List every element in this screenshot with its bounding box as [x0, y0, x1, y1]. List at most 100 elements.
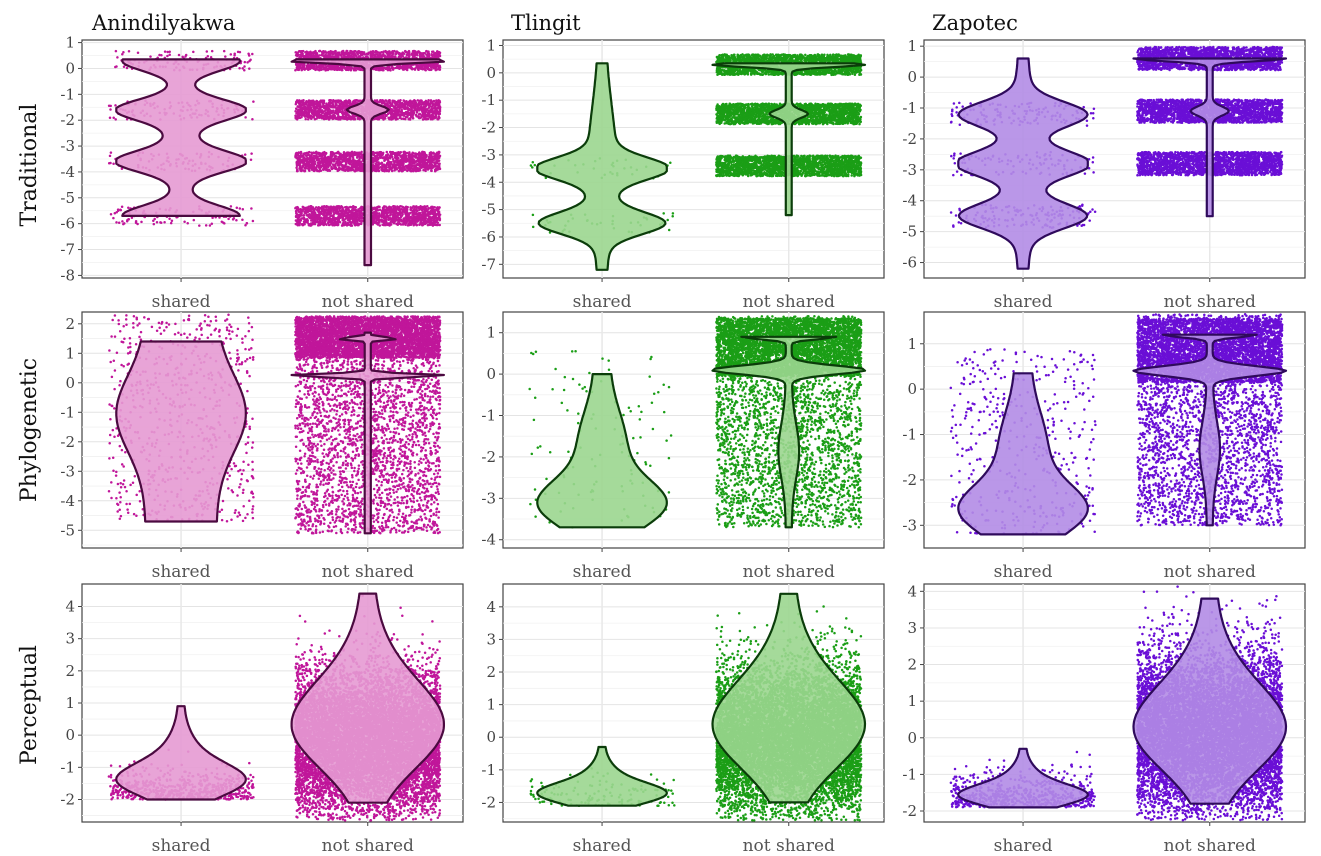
y-tick-label: -4: [60, 163, 75, 181]
data-point: [115, 221, 118, 224]
data-point: [317, 207, 320, 210]
data-point: [166, 55, 169, 58]
data-point: [223, 50, 226, 53]
row-title-traditional: Traditional: [17, 104, 42, 227]
data-point: [252, 220, 255, 223]
data-point: [122, 223, 125, 226]
data-point: [251, 53, 254, 56]
data-point: [412, 170, 415, 173]
data-point: [341, 206, 344, 209]
data-point: [227, 218, 230, 221]
data-point: [392, 221, 395, 224]
y-tick-label: -2: [60, 111, 75, 129]
data-point: [388, 102, 391, 105]
data-point: [160, 222, 163, 225]
data-point: [309, 156, 312, 159]
data-point: [416, 111, 419, 114]
data-point: [356, 156, 359, 159]
data-point: [433, 106, 436, 109]
data-point: [152, 220, 155, 223]
data-point: [149, 55, 152, 58]
data-point: [209, 224, 212, 227]
data-point: [153, 223, 156, 226]
data-point: [112, 163, 115, 166]
data-point: [168, 218, 171, 221]
data-point: [302, 156, 305, 159]
data-point: [192, 51, 195, 54]
data-point: [109, 116, 112, 119]
data-point: [376, 206, 379, 209]
data-point: [300, 210, 303, 213]
data-point: [435, 112, 438, 115]
data-point: [110, 213, 113, 216]
data-point: [309, 50, 312, 53]
data-point: [378, 206, 381, 209]
data-point: [121, 205, 124, 208]
data-point: [387, 159, 390, 162]
data-point: [308, 158, 311, 161]
data-point: [230, 205, 233, 208]
data-point: [112, 117, 115, 120]
data-point: [114, 66, 117, 69]
data-point: [211, 222, 214, 225]
data-point: [230, 53, 233, 56]
data-point: [386, 151, 389, 154]
data-point: [115, 50, 118, 53]
data-point: [184, 55, 187, 58]
data-point: [300, 56, 303, 59]
data-point: [198, 224, 201, 227]
data-point: [333, 167, 336, 170]
data-point: [437, 55, 440, 58]
data-point: [223, 222, 226, 225]
data-point: [413, 162, 416, 165]
data-point: [248, 67, 251, 70]
column-title-zapotec: Zapotec: [932, 11, 1018, 35]
data-point: [163, 221, 166, 224]
row-title-phylogenetic: Phylogenetic: [17, 358, 42, 502]
data-point: [299, 212, 302, 215]
data-point: [388, 99, 391, 102]
data-point: [415, 223, 418, 226]
y-tick-label: -3: [60, 137, 75, 155]
data-point: [307, 64, 310, 67]
data-point: [430, 170, 433, 173]
data-point: [341, 224, 344, 227]
data-point: [109, 105, 112, 108]
data-point: [304, 118, 307, 121]
data-point: [178, 54, 181, 57]
data-point: [164, 50, 167, 53]
data-point: [211, 50, 214, 53]
data-point: [355, 214, 358, 217]
data-point: [324, 168, 327, 171]
data-point: [252, 100, 255, 103]
data-point: [221, 221, 224, 224]
data-point: [126, 220, 129, 223]
data-point: [400, 205, 403, 208]
data-point: [121, 53, 124, 56]
data-point: [232, 218, 235, 221]
data-point: [330, 167, 333, 170]
data-point: [326, 105, 329, 108]
data-point: [109, 155, 112, 158]
data-point: [412, 220, 415, 223]
data-point: [377, 161, 380, 164]
data-point: [247, 53, 250, 56]
data-point: [210, 56, 213, 59]
data-point: [305, 155, 308, 158]
data-point: [116, 56, 119, 59]
data-point: [429, 155, 432, 158]
data-point: [250, 158, 253, 161]
data-point: [166, 51, 169, 54]
data-point: [156, 221, 159, 224]
data-point: [385, 100, 388, 103]
data-point: [396, 205, 399, 208]
data-point: [251, 118, 254, 121]
data-point: [243, 65, 246, 68]
data-point: [373, 166, 376, 169]
data-point: [241, 219, 244, 222]
data-point: [238, 67, 241, 70]
data-point: [402, 117, 405, 120]
data-point: [435, 208, 438, 211]
data-point: [121, 220, 124, 223]
